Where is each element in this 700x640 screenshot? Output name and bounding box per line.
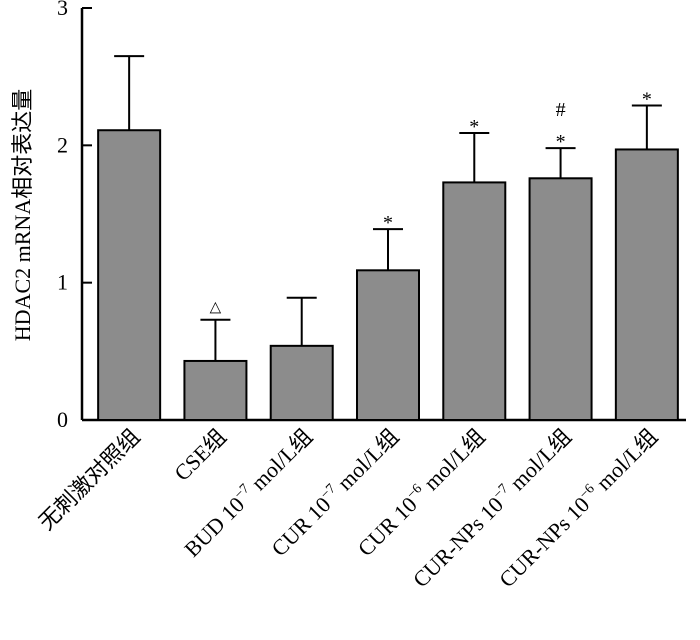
bar: [614, 148, 679, 421]
bar: [442, 181, 507, 421]
significance-marker: △: [210, 300, 222, 316]
significance-marker: *: [556, 131, 566, 153]
bars: △ * * * # *: [97, 55, 679, 422]
bar: [183, 359, 248, 421]
significance-marker: *: [469, 116, 479, 138]
significance-marker: *: [642, 89, 652, 111]
bar: [97, 129, 162, 422]
y-tick-label: 1: [57, 270, 68, 295]
y-tick-label: 3: [57, 0, 68, 20]
y-tick-label: 2: [57, 132, 68, 157]
x-tick-label: CUR-NPs 10−7 mol/L组: [408, 424, 576, 592]
x-tick-label: 无刺激对照组: [34, 424, 145, 535]
bar: [269, 344, 334, 421]
bar: [528, 177, 593, 421]
bar: [356, 269, 420, 421]
significance-marker: *: [383, 212, 393, 234]
significance-marker: #: [556, 99, 566, 121]
x-tick-label: CUR-NPs 10−6 mol/L组: [494, 424, 662, 592]
y-axis-label: HDAC2 mRNA相对表达量: [10, 89, 35, 341]
x-tick-label: CSE组: [169, 424, 231, 486]
y-tick-label: 0: [57, 407, 68, 432]
